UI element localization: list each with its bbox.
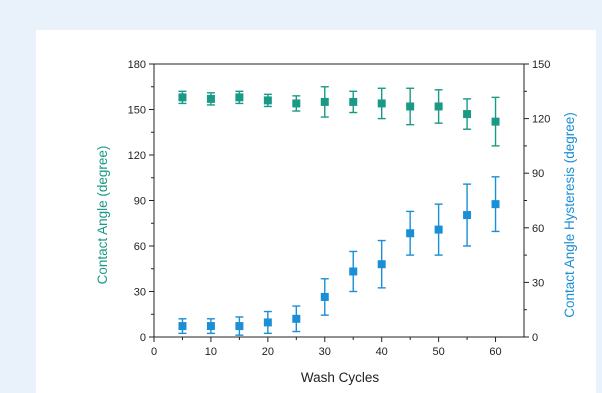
y2-tick-label: 90	[532, 168, 544, 180]
y-tick-label: 180	[128, 59, 146, 71]
x-tick-label: 30	[319, 346, 331, 358]
x-tick-label: 60	[489, 346, 501, 358]
y2-tick-label: 60	[532, 223, 544, 235]
contact-angle-point	[235, 93, 244, 102]
y-tick-label: 30	[134, 287, 146, 299]
hysteresis-point	[320, 292, 329, 301]
contact-angle-point	[463, 110, 472, 119]
x-tick-label: 10	[205, 346, 217, 358]
data-marks	[178, 86, 500, 336]
y2-tick-label: 150	[532, 59, 550, 71]
y-tick-label: 150	[128, 105, 146, 117]
hysteresis-point	[178, 322, 187, 331]
contact-angle-point	[491, 117, 500, 126]
y-axis-title: Contact Angle (degree)	[95, 146, 110, 285]
y-tick-label: 60	[134, 241, 146, 253]
contact-angle-point	[434, 102, 443, 111]
contact-angle-point	[178, 93, 187, 102]
contact-angle-point	[406, 102, 415, 111]
x-tick-label: 40	[376, 346, 388, 358]
contact-angle-point	[320, 97, 329, 106]
hysteresis-point	[434, 225, 443, 234]
y2-tick-label: 0	[532, 332, 538, 344]
figure-card: 0 10 20 30 40 50 60 0 30 60 90 120 150 180 0 30 60 90 120 1…	[36, 30, 596, 393]
hysteresis-point	[463, 211, 472, 220]
hysteresis-point	[292, 314, 301, 323]
x-tick-label: 20	[262, 346, 274, 358]
hysteresis-point	[491, 200, 500, 209]
y2-axis-title: Contact Angle Hysteresis (degree)	[562, 112, 577, 318]
hysteresis-point	[235, 322, 244, 331]
y2-tick-label: 120	[532, 114, 550, 126]
hysteresis-point	[377, 260, 386, 269]
y-tick-label: 0	[140, 332, 146, 344]
axis-ticks: 0 10 20 30 40 50 60 0 30 60 90 120 150 180 0 30 60 90 120 1…	[128, 59, 551, 358]
hysteresis-point	[206, 322, 215, 331]
y-tick-label: 120	[128, 150, 146, 162]
contact-angle-point	[292, 99, 301, 108]
contact-angle-point	[263, 96, 272, 105]
x-tick-label: 50	[432, 346, 444, 358]
contact-angle-point	[377, 99, 386, 108]
contact-angle-point	[206, 94, 215, 103]
hysteresis-point	[263, 318, 272, 327]
y-tick-label: 90	[134, 196, 146, 208]
x-axis-title: Wash Cycles	[301, 370, 380, 385]
hysteresis-point	[349, 267, 358, 276]
hysteresis-point	[406, 229, 415, 238]
x-tick-label: 0	[151, 346, 157, 358]
chart: 0 10 20 30 40 50 60 0 30 60 90 120 150 180 0 30 60 90 120 1…	[95, 59, 577, 385]
contact-angle-point	[349, 97, 358, 106]
y2-tick-label: 30	[532, 277, 544, 289]
